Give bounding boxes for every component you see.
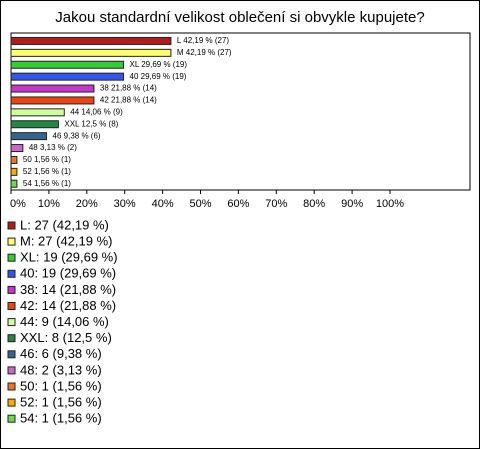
legend-label: 54: 1 (1,56 %) [20, 411, 102, 426]
chart-title: Jakou standardní velikost oblečení si ob… [55, 9, 424, 26]
x-tick-label: 50% [189, 198, 211, 210]
legend-swatch [7, 366, 16, 375]
bar [10, 60, 125, 69]
bar-label: XXL 12,5 % (8) [64, 119, 118, 128]
bar [10, 144, 24, 153]
bar-label: 40 29,69 % (19) [130, 72, 187, 81]
legend-swatch [7, 221, 16, 230]
x-tick-label: 40% [152, 198, 174, 210]
bar [10, 108, 65, 117]
bar [10, 96, 95, 105]
bar-label: XL 29,69 % (19) [130, 60, 188, 69]
bar [10, 155, 18, 164]
legend-label: 44: 9 (14,06 %) [20, 314, 109, 329]
x-tick-label: 20% [76, 198, 98, 210]
legend-swatch [7, 382, 16, 391]
bar [10, 167, 18, 176]
legend-swatch [7, 398, 16, 407]
legend-label: 48: 2 (3,13 %) [20, 362, 102, 377]
legend-label: 42: 14 (21,88 %) [20, 298, 116, 313]
x-tick-label: 30% [114, 198, 136, 210]
bar [10, 36, 172, 45]
x-tick-label: 80% [303, 198, 325, 210]
legend-swatch [7, 285, 16, 294]
bar [10, 72, 125, 81]
x-tick-label: 0% [10, 198, 26, 210]
legend-label: 40: 19 (29,69 %) [20, 266, 116, 281]
bar-label: 52 1,56 % (1) [23, 167, 71, 176]
legend-swatch [7, 302, 16, 310]
x-tick-label: 100% [376, 198, 404, 210]
legend-label: L: 27 (42,19 %) [20, 217, 109, 232]
x-tick-label: 90% [341, 198, 363, 210]
bar-label: 50 1,56 % (1) [23, 155, 71, 164]
legend-swatch [7, 414, 16, 423]
legend-swatch [7, 269, 16, 278]
bar [10, 132, 48, 141]
x-tick-label: 70% [265, 198, 287, 210]
legend-label: XL: 19 (29,69 %) [20, 250, 118, 265]
legend-swatch [7, 318, 16, 327]
bar-label: 48 3,13 % (2) [29, 143, 77, 152]
legend-swatch [7, 350, 16, 359]
bar [10, 48, 172, 57]
legend-label: 52: 1 (1,56 %) [20, 395, 102, 410]
bar-label: 38 21,88 % (14) [100, 84, 157, 93]
bar [10, 120, 59, 129]
legend-label: XXL: 8 (12,5 %) [20, 330, 112, 345]
legend-label: 50: 1 (1,56 %) [20, 378, 102, 393]
bar-label: 42 21,88 % (14) [100, 96, 157, 105]
legend-swatch [7, 253, 16, 262]
legend-label: 46: 6 (9,38 %) [20, 346, 102, 361]
bar-label: 44 14,06 % (9) [70, 107, 123, 116]
legend-label: M: 27 (42,19 %) [20, 234, 113, 249]
bar-label: L 42,19 % (27) [177, 36, 230, 45]
bar [10, 179, 18, 188]
x-tick-label: 10% [38, 198, 60, 210]
x-tick-label: 60% [227, 198, 249, 210]
bar-label: 54 1,56 % (1) [23, 179, 71, 188]
legend-swatch [7, 237, 16, 246]
bar [10, 84, 95, 93]
legend-swatch [7, 334, 16, 343]
plot-area [10, 32, 471, 191]
bar-label: M 42,19 % (27) [177, 48, 232, 57]
legend-label: 38: 14 (21,88 %) [20, 282, 116, 297]
bar-label: 46 9,38 % (6) [53, 131, 101, 140]
